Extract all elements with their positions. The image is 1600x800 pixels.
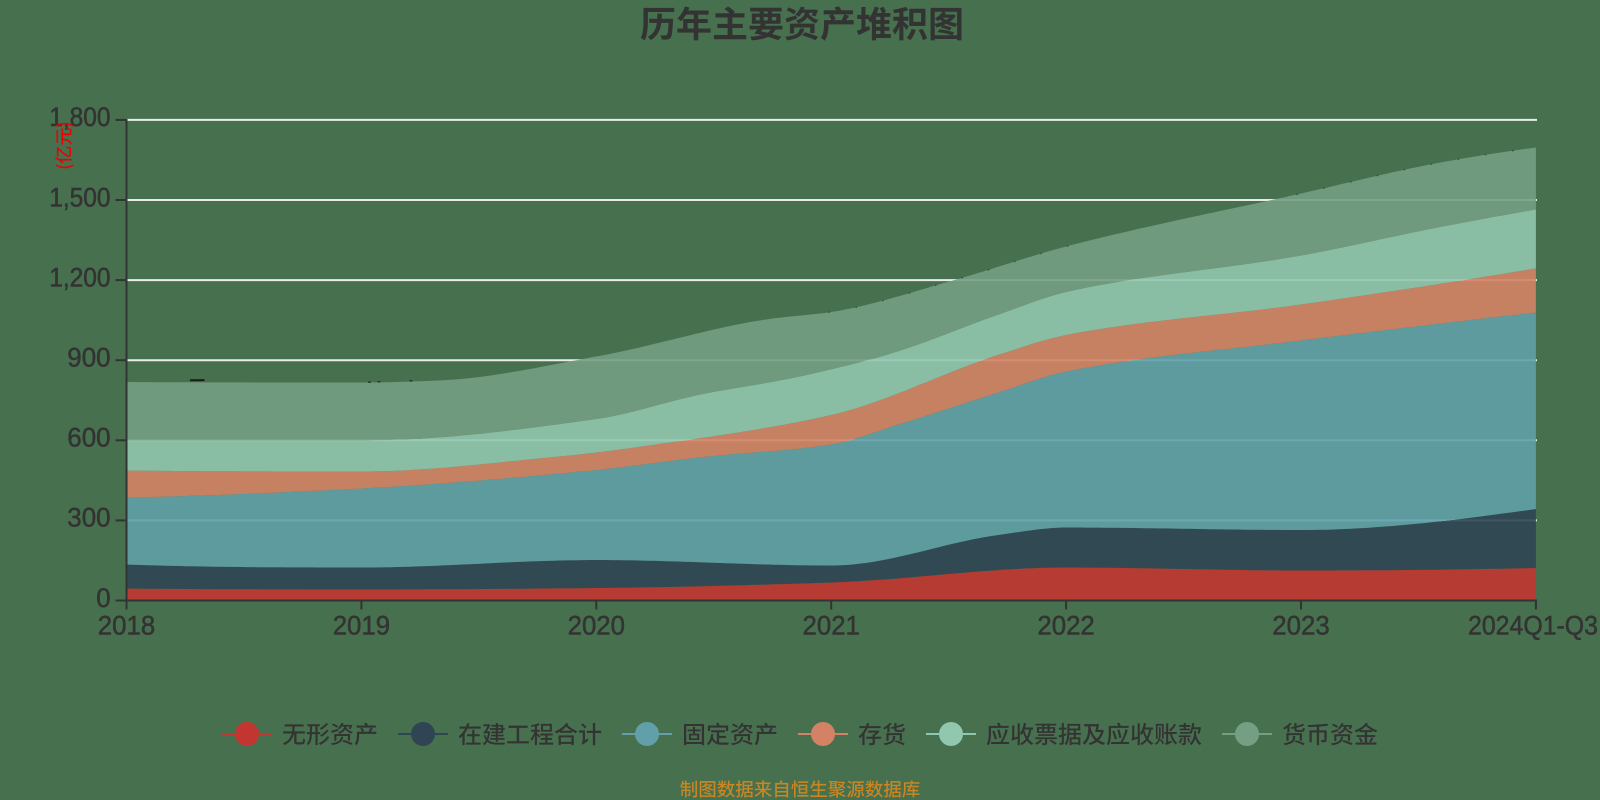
svg-text:1,800: 1,800 (49, 102, 110, 132)
svg-text:2024Q1-Q3: 2024Q1-Q3 (1468, 610, 1598, 640)
svg-text:2019: 2019 (333, 610, 390, 640)
svg-text:1,200: 1,200 (49, 262, 110, 292)
svg-text:2021: 2021 (803, 610, 860, 640)
svg-text:2020: 2020 (568, 610, 625, 640)
svg-text:900: 900 (67, 343, 110, 373)
svg-text:2022: 2022 (1037, 610, 1094, 640)
svg-text:1,500: 1,500 (49, 182, 110, 212)
svg-text:300: 300 (67, 503, 110, 533)
svg-text:2023: 2023 (1272, 610, 1329, 640)
svg-text:2018: 2018 (98, 610, 155, 640)
svg-text:0: 0 (96, 583, 110, 613)
svg-text:600: 600 (67, 423, 110, 453)
